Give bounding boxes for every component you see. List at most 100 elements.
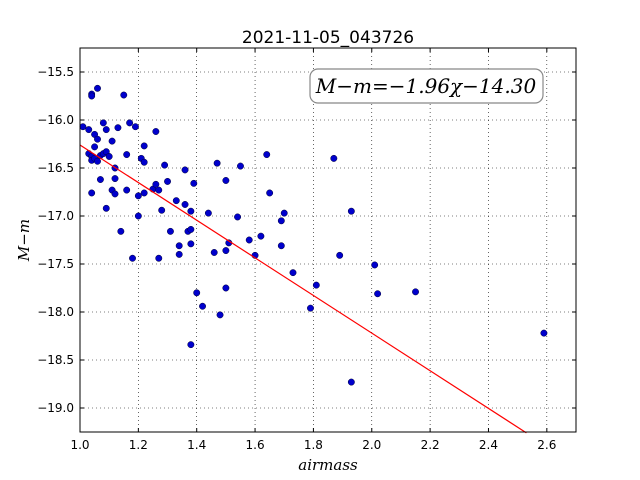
data-point [102,126,110,134]
x-tick-label: 1.6 [246,438,265,452]
x-tick-label: 2.6 [537,438,556,452]
data-point [94,135,101,143]
data-point [120,91,128,99]
data-point [237,162,244,170]
data-point [161,161,169,169]
data-point [181,166,189,174]
fit-line [79,144,527,434]
data-point [134,192,142,200]
x-tick-label: 1.2 [129,438,148,452]
data-point [187,240,195,248]
data-point [88,92,96,100]
data-point [374,290,382,298]
data-point [307,304,314,312]
data-point [140,189,148,197]
data-point [117,227,125,235]
data-point [222,177,230,184]
y-tick-label: −19.0 [37,401,74,415]
data-point [88,189,96,197]
data-point [190,179,198,187]
data-point [140,142,148,150]
data-point [280,209,288,217]
data-point [213,159,221,167]
data-point [187,225,195,233]
data-point [134,212,142,220]
data-points [79,84,548,386]
data-point [111,190,119,198]
data-point [347,207,355,215]
y-tick-label: −18.5 [37,353,74,367]
data-point [222,284,230,292]
data-point [540,329,548,337]
data-point [277,242,285,250]
data-point [245,236,253,244]
x-tick-label: 1.8 [304,438,323,452]
data-point [330,154,338,162]
x-axis-label: airmass [298,456,358,474]
annotation-text: M−m=−1.96χ−14.30 [315,74,537,98]
plot-frame [79,47,577,433]
data-point [152,180,160,188]
data-point [158,206,166,214]
x-tick-label: 2.0 [362,438,381,452]
data-point [129,254,136,262]
data-point [204,209,212,217]
grid-lines [79,48,576,432]
annotation-box [309,68,544,104]
data-point [175,250,183,258]
data-point [152,128,160,135]
y-tick-label: −17.5 [37,257,74,271]
data-point [222,247,230,255]
y-tick-label: −15.5 [37,65,74,79]
data-point [123,151,131,159]
data-point [266,189,274,197]
data-point [263,151,271,159]
data-point [99,119,107,127]
x-tick-label: 2.2 [421,438,440,452]
x-tick-label: 1.0 [70,438,89,452]
data-point [175,242,183,250]
y-tick-label: −16.0 [37,113,74,127]
x-tick-label: 1.4 [187,438,206,452]
data-point [312,281,320,289]
data-point [289,269,297,277]
y-tick-label: −17.0 [37,209,74,223]
data-point [336,251,344,259]
data-point [155,186,163,194]
data-point [172,197,180,205]
data-point [234,213,242,221]
data-point [140,158,148,166]
data-point [111,175,119,183]
data-point [96,176,104,183]
data-point [210,249,218,256]
data-point [108,137,116,145]
data-point [114,124,122,132]
chart-title: 2021-11-05_043726 [242,28,414,48]
data-point [94,84,101,92]
data-point [187,207,195,215]
data-point [94,157,101,165]
fit-annotation: M−m=−1.96χ−14.30 [309,68,544,104]
y-tick-label: −16.5 [37,161,74,175]
data-point [199,302,206,310]
data-point [85,126,93,134]
data-point [412,288,419,296]
data-point [216,311,224,319]
data-point [371,261,379,269]
data-point [181,201,189,208]
data-point [102,204,110,212]
data-point [79,123,87,131]
data-point [123,186,131,194]
y-axis-label: M−m [15,219,33,262]
data-point [91,143,99,151]
data-point [166,227,174,235]
y-tick-label: −18.0 [37,305,74,319]
data-point [347,378,355,386]
data-point [126,119,134,127]
data-point [277,217,285,225]
data-point [131,123,139,131]
x-tick-label: 2.4 [479,438,498,452]
data-point [257,232,265,240]
data-point [155,254,163,262]
